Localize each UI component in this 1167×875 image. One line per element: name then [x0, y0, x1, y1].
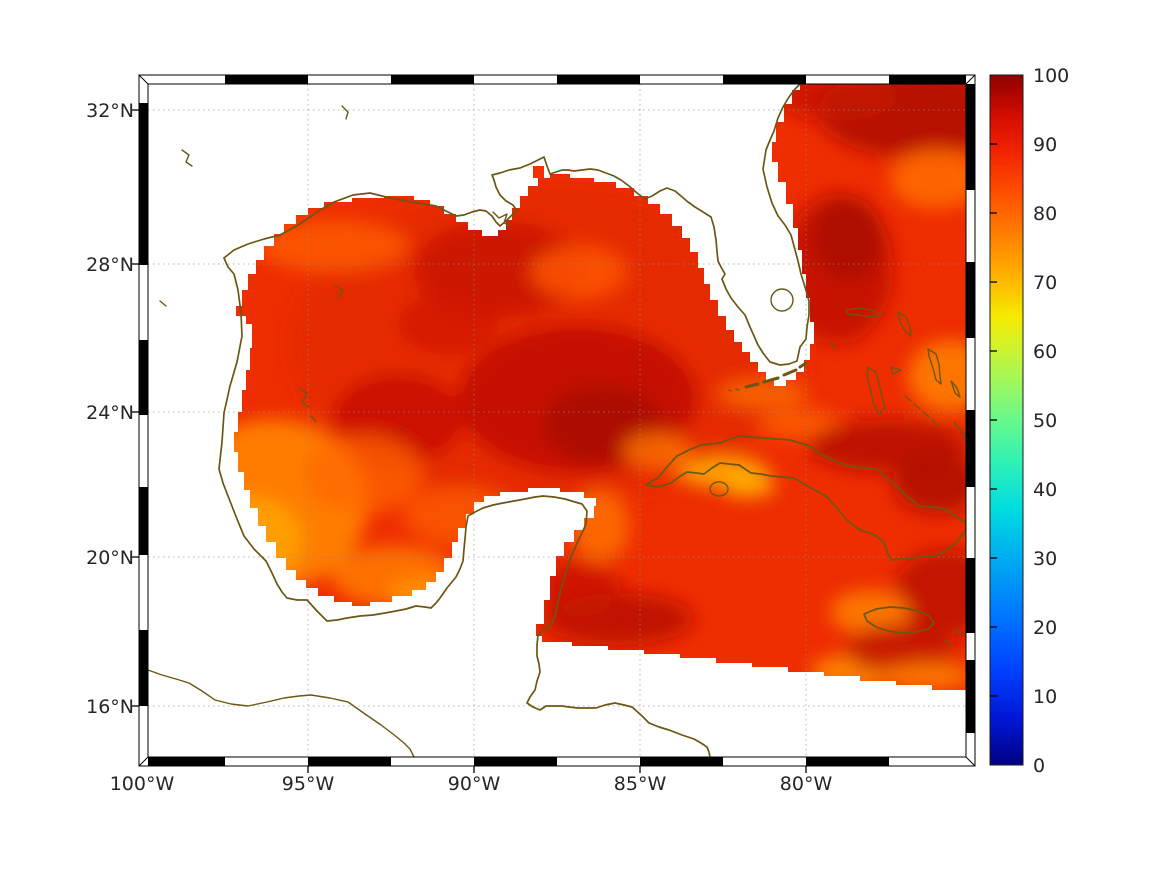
y-axis-labels: 32°N 28°N 24°N 20°N 16°N — [86, 100, 134, 718]
isolated-data-pixel — [533, 166, 544, 178]
x-axis-labels: 100°W 95°W 90°W 85°W 80°W — [110, 773, 833, 795]
colorbar-tick-label: 40 — [1033, 479, 1057, 501]
colorbar-tick-label: 0 — [1033, 755, 1045, 777]
x-tick-label: 80°W — [780, 773, 833, 795]
x-tick-label: 95°W — [282, 773, 335, 795]
lake-okeechobee-outline — [770, 288, 794, 312]
isla-juventud-outline — [709, 481, 729, 497]
colorbar-tick-label: 60 — [1033, 341, 1057, 363]
gridlines — [148, 84, 966, 757]
colorbar: 0 10 20 30 40 50 60 70 80 90 100 — [989, 65, 1069, 777]
x-tick-label: 100°W — [110, 773, 175, 795]
us-gulf-atlantic-coast — [223, 83, 810, 366]
y-tick-label: 24°N — [86, 402, 134, 424]
x-tick-label: 90°W — [448, 773, 501, 795]
x-tick-label: 85°W — [614, 773, 667, 795]
mississippi-delta-squiggle — [492, 211, 512, 227]
colorbar-tick-label: 20 — [1033, 617, 1057, 639]
y-tick-label: 20°N — [86, 547, 134, 569]
colorbar-tick-label: 70 — [1033, 272, 1057, 294]
y-tick-label: 16°N — [86, 696, 134, 718]
colorbar-tick-label: 90 — [1033, 134, 1057, 156]
coastlines — [147, 83, 967, 758]
bahamas-outlines — [830, 307, 967, 441]
y-tick-label: 28°N — [86, 254, 134, 276]
colorbar-tick-label: 80 — [1033, 203, 1057, 225]
map-plot — [147, 83, 967, 758]
colorbar-tick-label: 30 — [1033, 548, 1057, 570]
florida-keys — [728, 361, 808, 392]
mexico-centralamerica-coast — [218, 257, 711, 758]
cuba-outline — [645, 435, 967, 561]
y-tick-label: 32°N — [86, 100, 134, 122]
inland-lake-island-glyphs — [159, 105, 964, 646]
colorbar-tick-label: 10 — [1033, 686, 1057, 708]
colorbar-labels: 0 10 20 30 40 50 60 70 80 90 100 — [1033, 65, 1069, 777]
pacific-coast — [147, 669, 415, 758]
axis-ticks — [131, 109, 807, 773]
jamaica-outline — [863, 606, 935, 634]
map-frame — [131, 74, 976, 773]
colorbar-tick-label: 50 — [1033, 410, 1057, 432]
colorbar-tick-label: 100 — [1033, 65, 1069, 87]
colorbar-ticks — [990, 143, 997, 697]
